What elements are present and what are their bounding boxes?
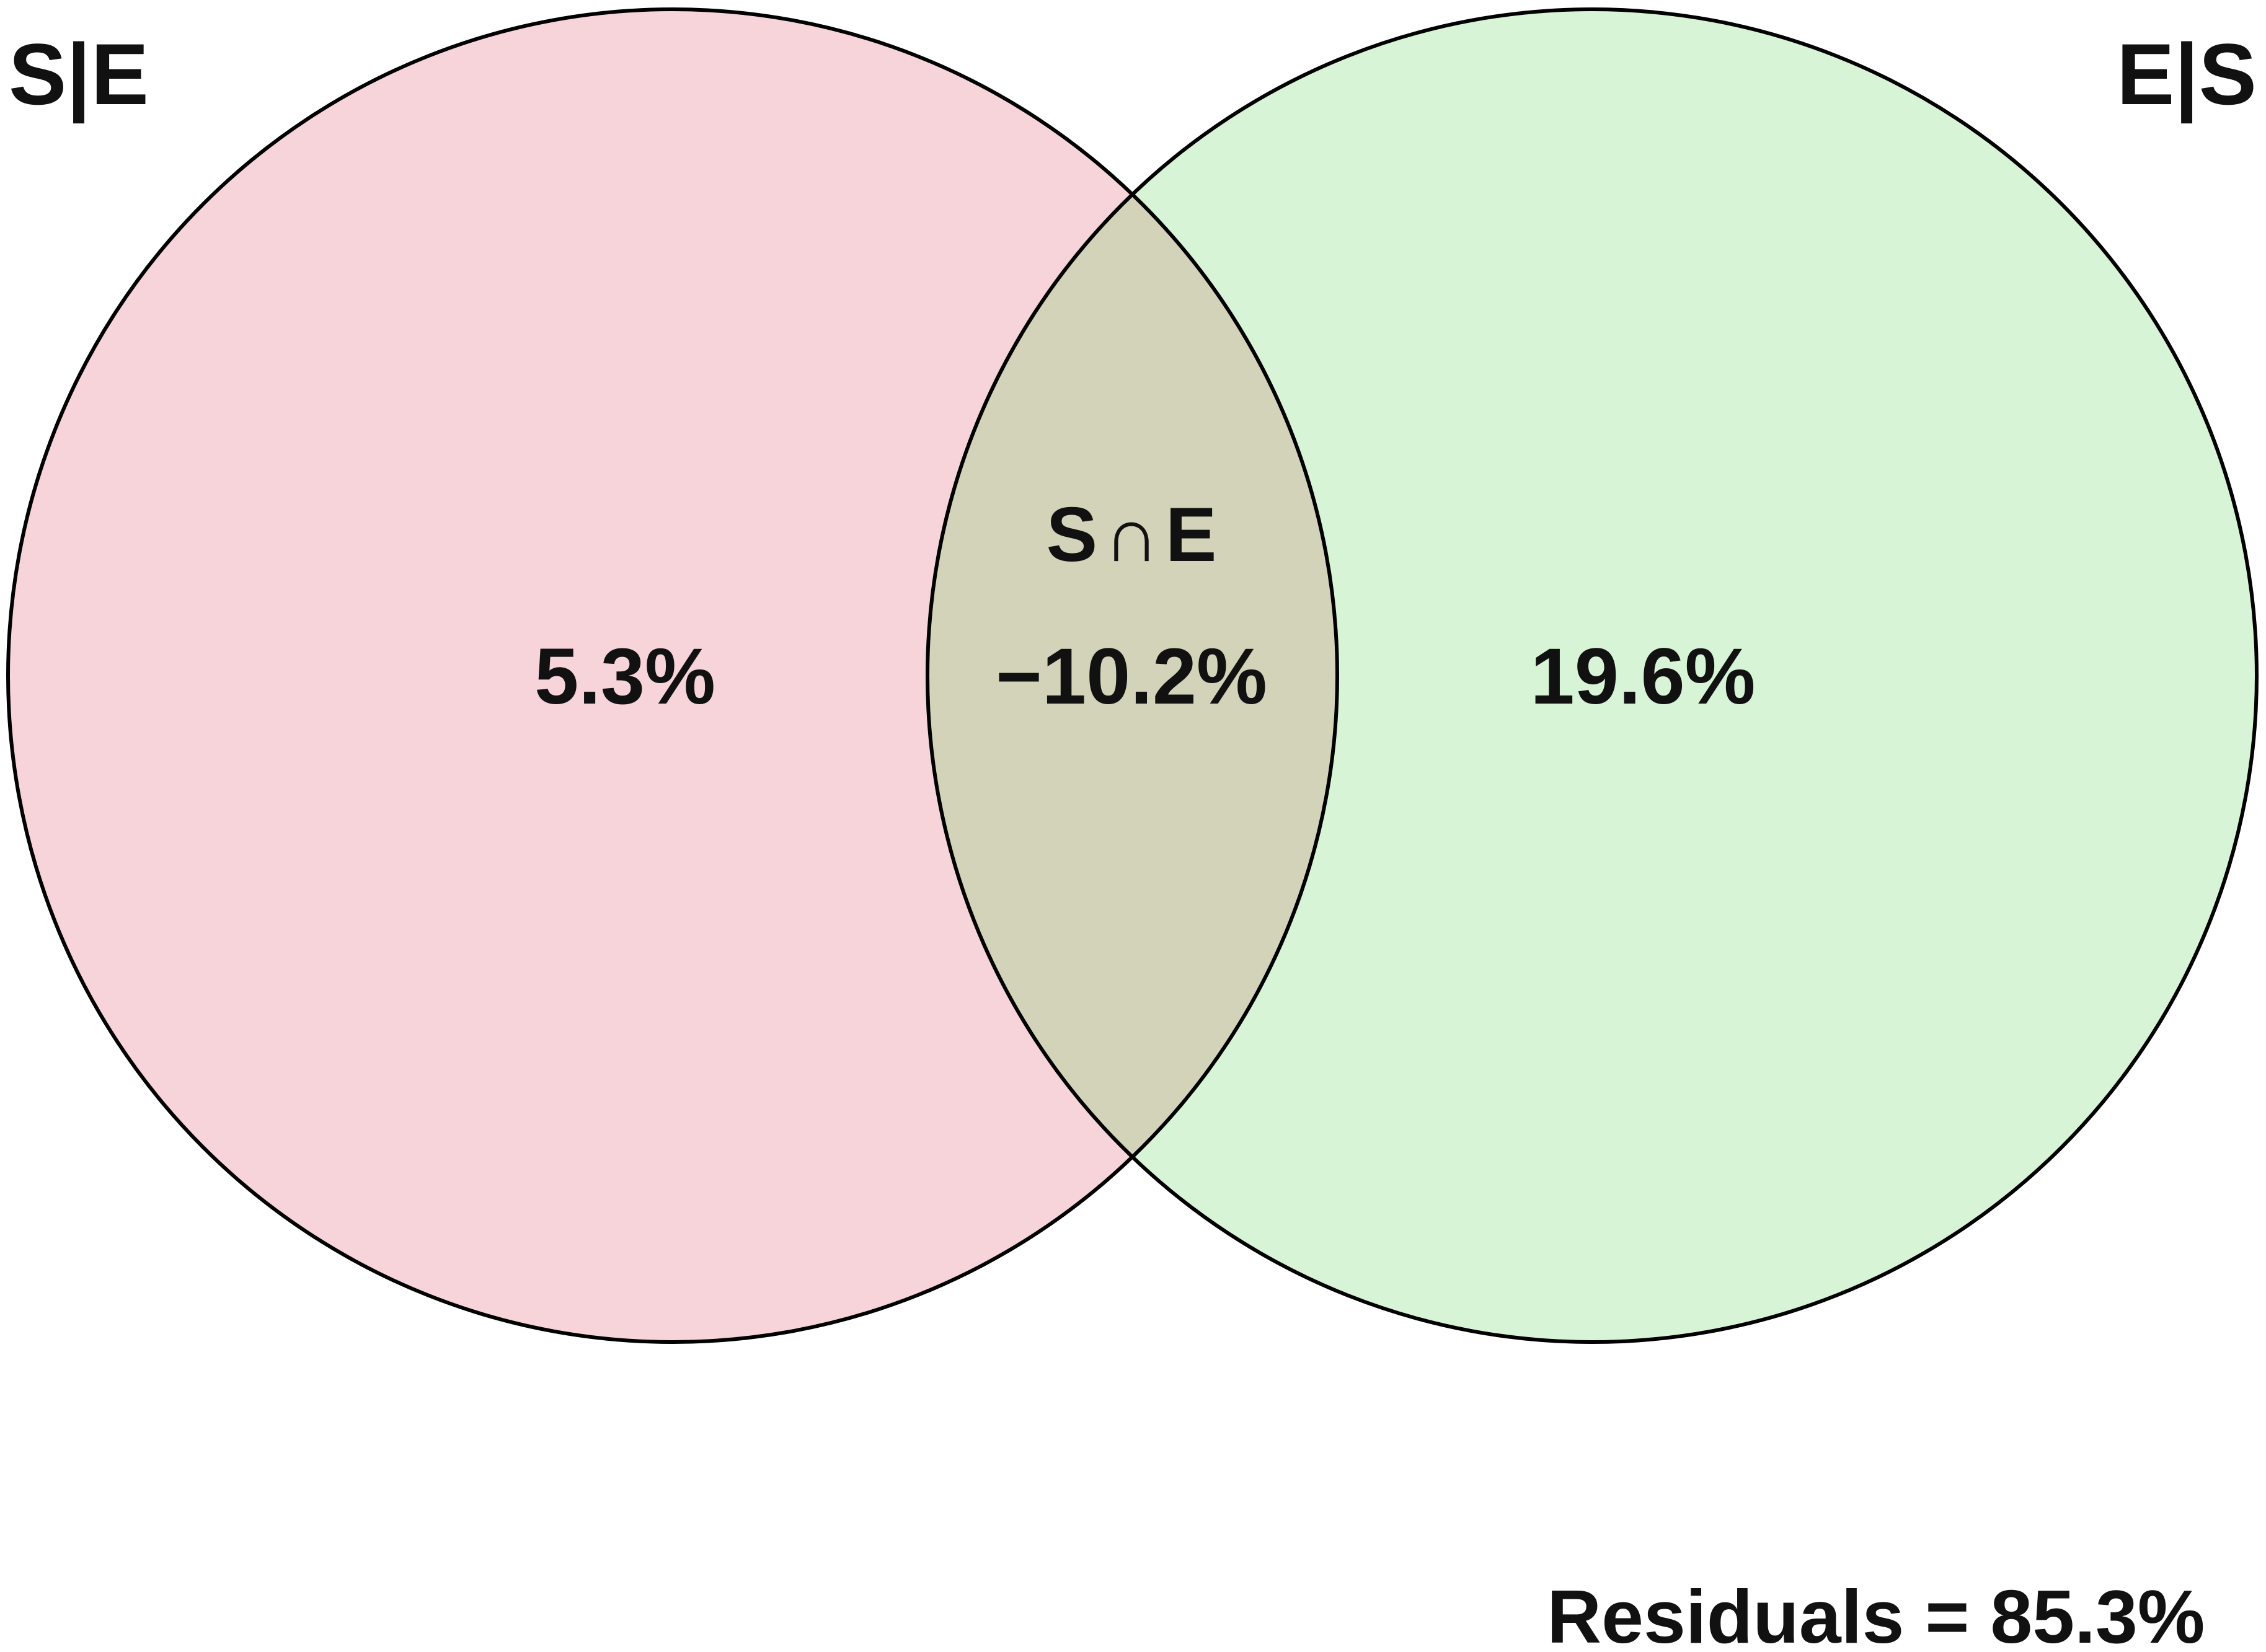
left-set-label: S|E: [9, 25, 149, 123]
intersection-label: S∩E: [1047, 492, 1223, 578]
right-only-value: 19.6%: [1531, 632, 1756, 721]
left-only-value: 5.3%: [534, 632, 715, 721]
left-circle: [8, 9, 1337, 1342]
residuals-label: Residuals = 85.3%: [1547, 1575, 2205, 1652]
intersection-value: −10.2%: [996, 632, 1267, 721]
left-circle-outline: [6, 7, 1339, 1344]
right-set-label: E|S: [2117, 25, 2257, 123]
right-circle-outline: [926, 7, 2259, 1344]
right-circle: [927, 9, 2257, 1342]
